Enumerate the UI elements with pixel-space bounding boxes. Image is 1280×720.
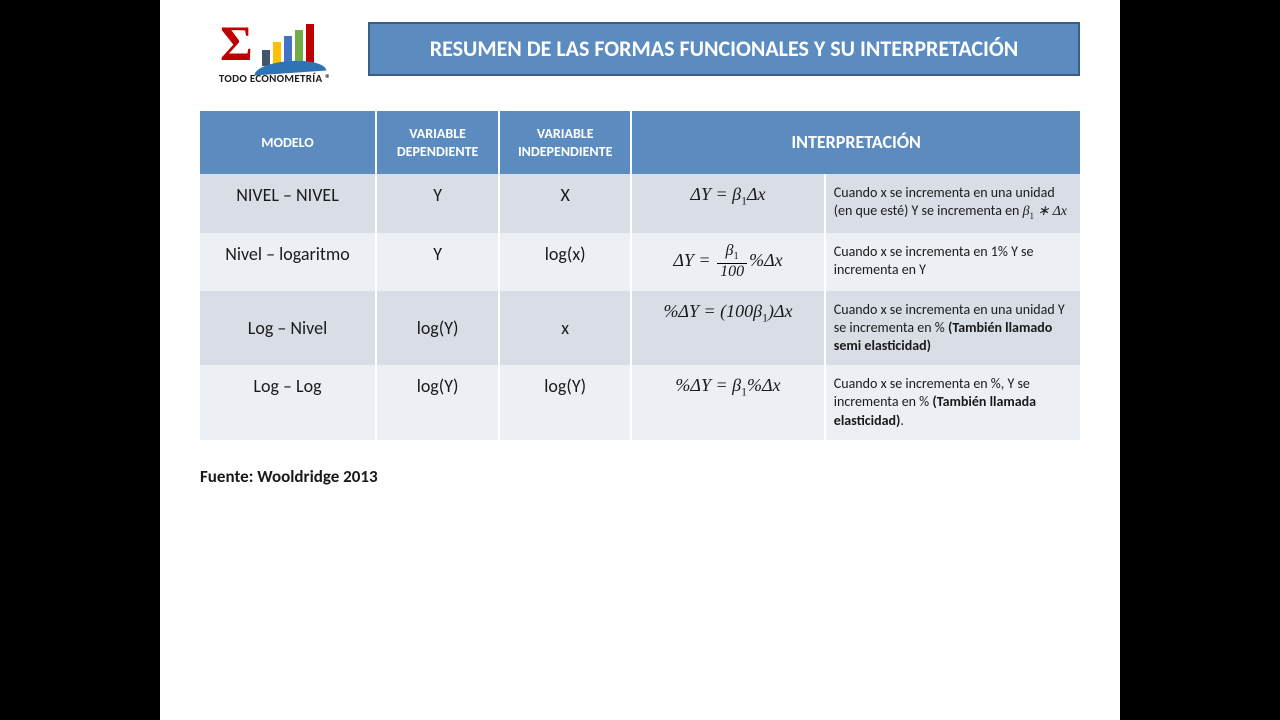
cell-dep: log(Y): [376, 291, 499, 366]
cell-modelo: Log – Nivel: [200, 291, 376, 366]
logo-graphic-icon: Σ: [220, 18, 330, 70]
table-body: NIVEL – NIVEL Y X ΔY = β1Δx Cuando x se …: [200, 174, 1080, 440]
table-row: Nivel – logaritmo Y log(x) ΔY = β1100%Δx…: [200, 233, 1080, 291]
table-row: NIVEL – NIVEL Y X ΔY = β1Δx Cuando x se …: [200, 174, 1080, 233]
source-text: Fuente: Wooldridge 2013: [200, 466, 1080, 487]
sigma-icon: Σ: [220, 18, 253, 68]
table-header-row: MODELO VARIABLE DEPENDIENTE VARIABLE IND…: [200, 111, 1080, 174]
cell-modelo: Nivel – logaritmo: [200, 233, 376, 291]
cell-modelo: Log – Log: [200, 365, 376, 440]
col-modelo: MODELO: [200, 111, 376, 174]
col-interpretacion: INTERPRETACIÓN: [631, 111, 1080, 174]
cell-formula: %ΔY = β1%Δx: [631, 365, 825, 440]
col-dependiente: VARIABLE DEPENDIENTE: [376, 111, 499, 174]
functional-forms-table: MODELO VARIABLE DEPENDIENTE VARIABLE IND…: [200, 111, 1080, 440]
cell-desc: Cuando x se incrementa en una unidad Y s…: [825, 291, 1080, 366]
cell-desc: Cuando x se incrementa en una unidad (en…: [825, 174, 1080, 233]
cell-indep: x: [499, 291, 631, 366]
cell-formula: ΔY = β1Δx: [631, 174, 825, 233]
cell-dep: Y: [376, 233, 499, 291]
cell-desc: Cuando x se incrementa en 1% Y se increm…: [825, 233, 1080, 291]
cell-indep: log(x): [499, 233, 631, 291]
logo: Σ TODO ECONOMETRÍA ®: [200, 18, 350, 85]
table-row: Log – Nivel log(Y) x %ΔY = (100β1)Δx Cua…: [200, 291, 1080, 366]
slide: Σ TODO ECONOMETRÍA ® RESUMEN DE LAS FORM…: [160, 0, 1120, 720]
cell-dep: log(Y): [376, 365, 499, 440]
header-row: Σ TODO ECONOMETRÍA ® RESUMEN DE LAS FORM…: [200, 18, 1080, 85]
cell-indep: X: [499, 174, 631, 233]
table-row: Log – Log log(Y) log(Y) %ΔY = β1%Δx Cuan…: [200, 365, 1080, 440]
cell-indep: log(Y): [499, 365, 631, 440]
page-title: RESUMEN DE LAS FORMAS FUNCIONALES Y SU I…: [368, 22, 1080, 76]
cell-desc: Cuando x se incrementa en %, Y se increm…: [825, 365, 1080, 440]
col-independiente: VARIABLE INDEPENDIENTE: [499, 111, 631, 174]
bars-icon: [262, 24, 314, 66]
cell-formula: ΔY = β1100%Δx: [631, 233, 825, 291]
cell-modelo: NIVEL – NIVEL: [200, 174, 376, 233]
cell-formula: %ΔY = (100β1)Δx: [631, 291, 825, 366]
cell-dep: Y: [376, 174, 499, 233]
